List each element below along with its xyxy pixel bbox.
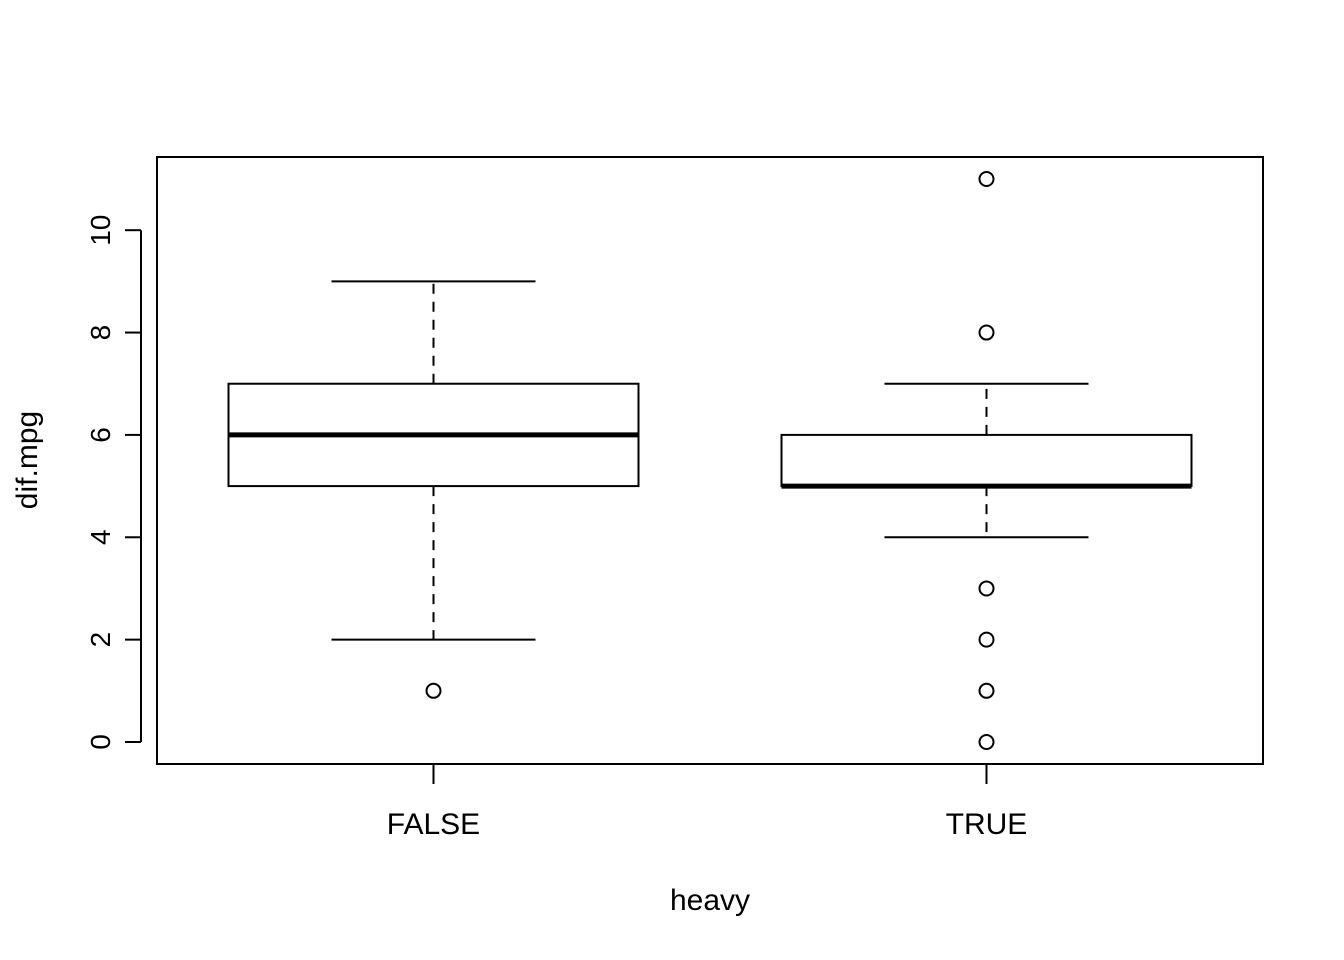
box-true — [780, 171, 1193, 750]
x-axis: FALSE TRUE — [387, 764, 1028, 841]
y-tick-label: 2 — [85, 632, 116, 648]
y-tick-label: 10 — [85, 215, 116, 246]
plot-frame — [156, 156, 1264, 765]
y-tick-label: 6 — [85, 427, 116, 443]
outlier-point — [978, 580, 995, 597]
x-tick-label: TRUE — [946, 808, 1028, 841]
y-axis-label: dif.mpg — [11, 411, 44, 509]
box-false — [227, 280, 640, 699]
y-tick-label: 4 — [85, 529, 116, 545]
x-tick-label: FALSE — [387, 808, 480, 841]
y-tick-label: 8 — [85, 325, 116, 341]
y-tick-label: 0 — [85, 734, 116, 750]
x-axis-label: heavy — [670, 884, 750, 917]
outlier-point — [978, 682, 995, 699]
outlier-point — [425, 682, 442, 699]
y-axis: 0 2 4 6 8 10 — [85, 215, 142, 750]
outlier-point — [978, 733, 995, 750]
iqr-box — [780, 433, 1193, 488]
outlier-point — [978, 171, 995, 188]
outlier-point — [978, 631, 995, 648]
box-group — [227, 171, 1193, 750]
outlier-point — [978, 324, 995, 341]
